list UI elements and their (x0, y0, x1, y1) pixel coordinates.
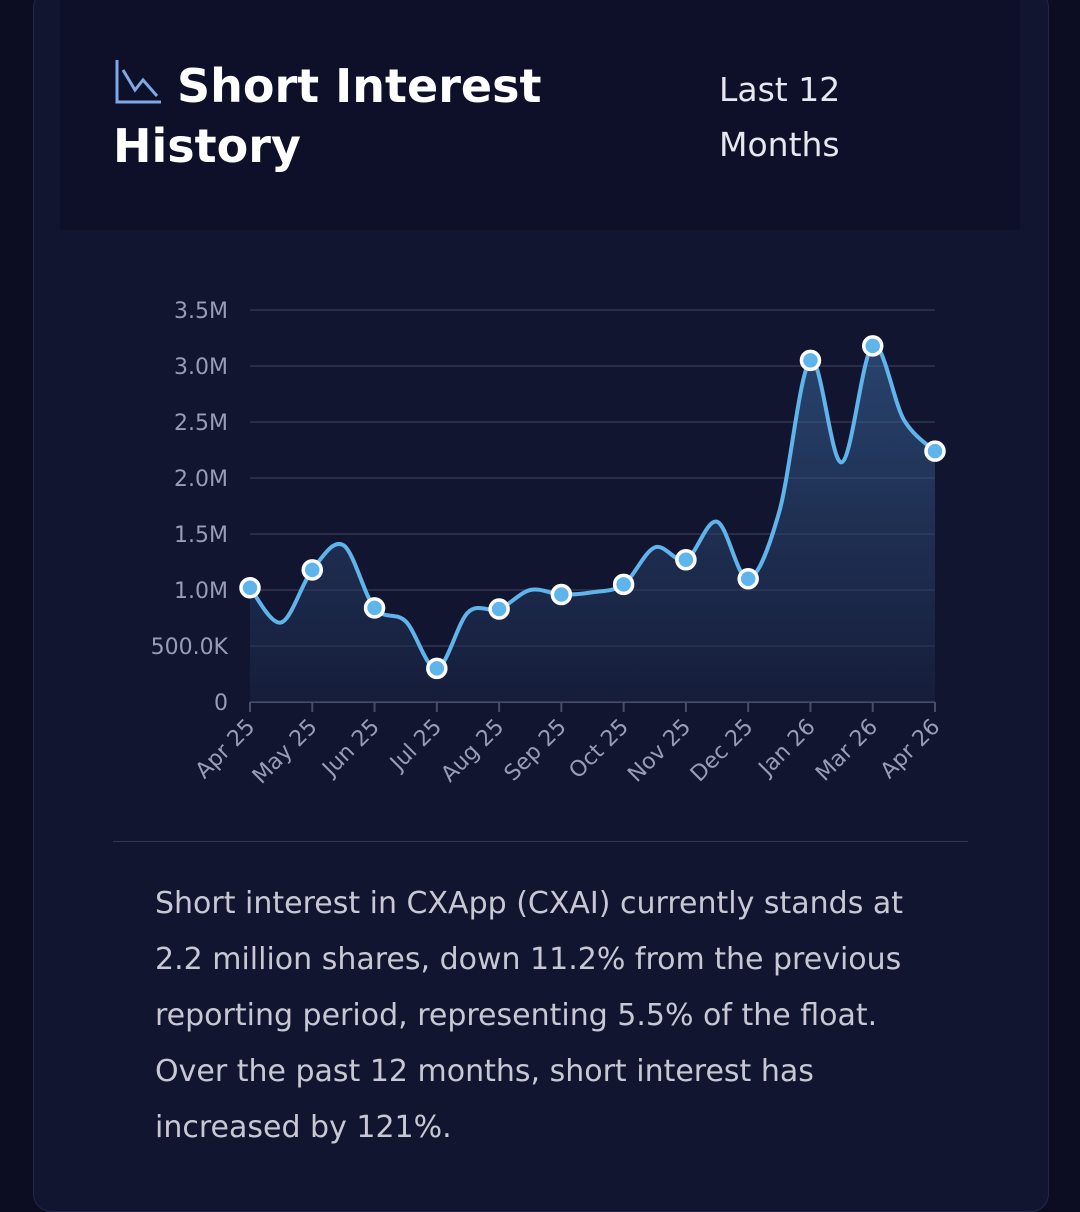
card-title: Short Interest History (113, 56, 593, 176)
point (301, 559, 324, 581)
y-tick-label: 3.0M (174, 355, 228, 380)
point (612, 573, 635, 596)
y-tick-label: 0 (214, 691, 228, 716)
y-tick-label: 1.0M (174, 579, 228, 604)
point (426, 657, 448, 680)
point (363, 597, 386, 619)
x-tick-label: Jan 26 (753, 715, 821, 783)
x-tick-label: Aug 25 (437, 715, 510, 788)
summary-text: Short interest in CXApp (CXAI) currently… (155, 886, 904, 1145)
x-tick-label: Apr 26 (876, 715, 945, 784)
point (799, 349, 822, 372)
x-tick-label: Mar 26 (811, 715, 883, 787)
y-tick-label: 1.5M (174, 523, 228, 548)
point (924, 440, 946, 462)
x-tick-label: Dec 25 (686, 715, 759, 788)
title-text: Short Interest History (113, 59, 542, 173)
chart-icon (115, 60, 161, 104)
x-tick-label: Sep 25 (500, 715, 572, 787)
x-tick-label: Jun 25 (317, 715, 385, 783)
y-tick-label: 500.0K (151, 635, 229, 660)
point (550, 583, 573, 606)
y-tick-label: 2.0M (174, 467, 228, 492)
x-tick-label: Nov 25 (623, 715, 696, 788)
y-tick-label: 3.5M (174, 299, 228, 324)
card-header (60, 0, 1020, 230)
period-label: Last 12 Months (719, 70, 841, 164)
area (250, 345, 935, 702)
point (737, 568, 759, 590)
point (239, 577, 261, 599)
divider (113, 841, 968, 842)
point (488, 598, 510, 620)
x-tick-label: Oct 25 (565, 715, 634, 784)
point (861, 335, 884, 357)
y-tick-label: 2.5M (174, 411, 228, 436)
point (675, 549, 697, 571)
x-tick-label: May 25 (248, 715, 323, 790)
